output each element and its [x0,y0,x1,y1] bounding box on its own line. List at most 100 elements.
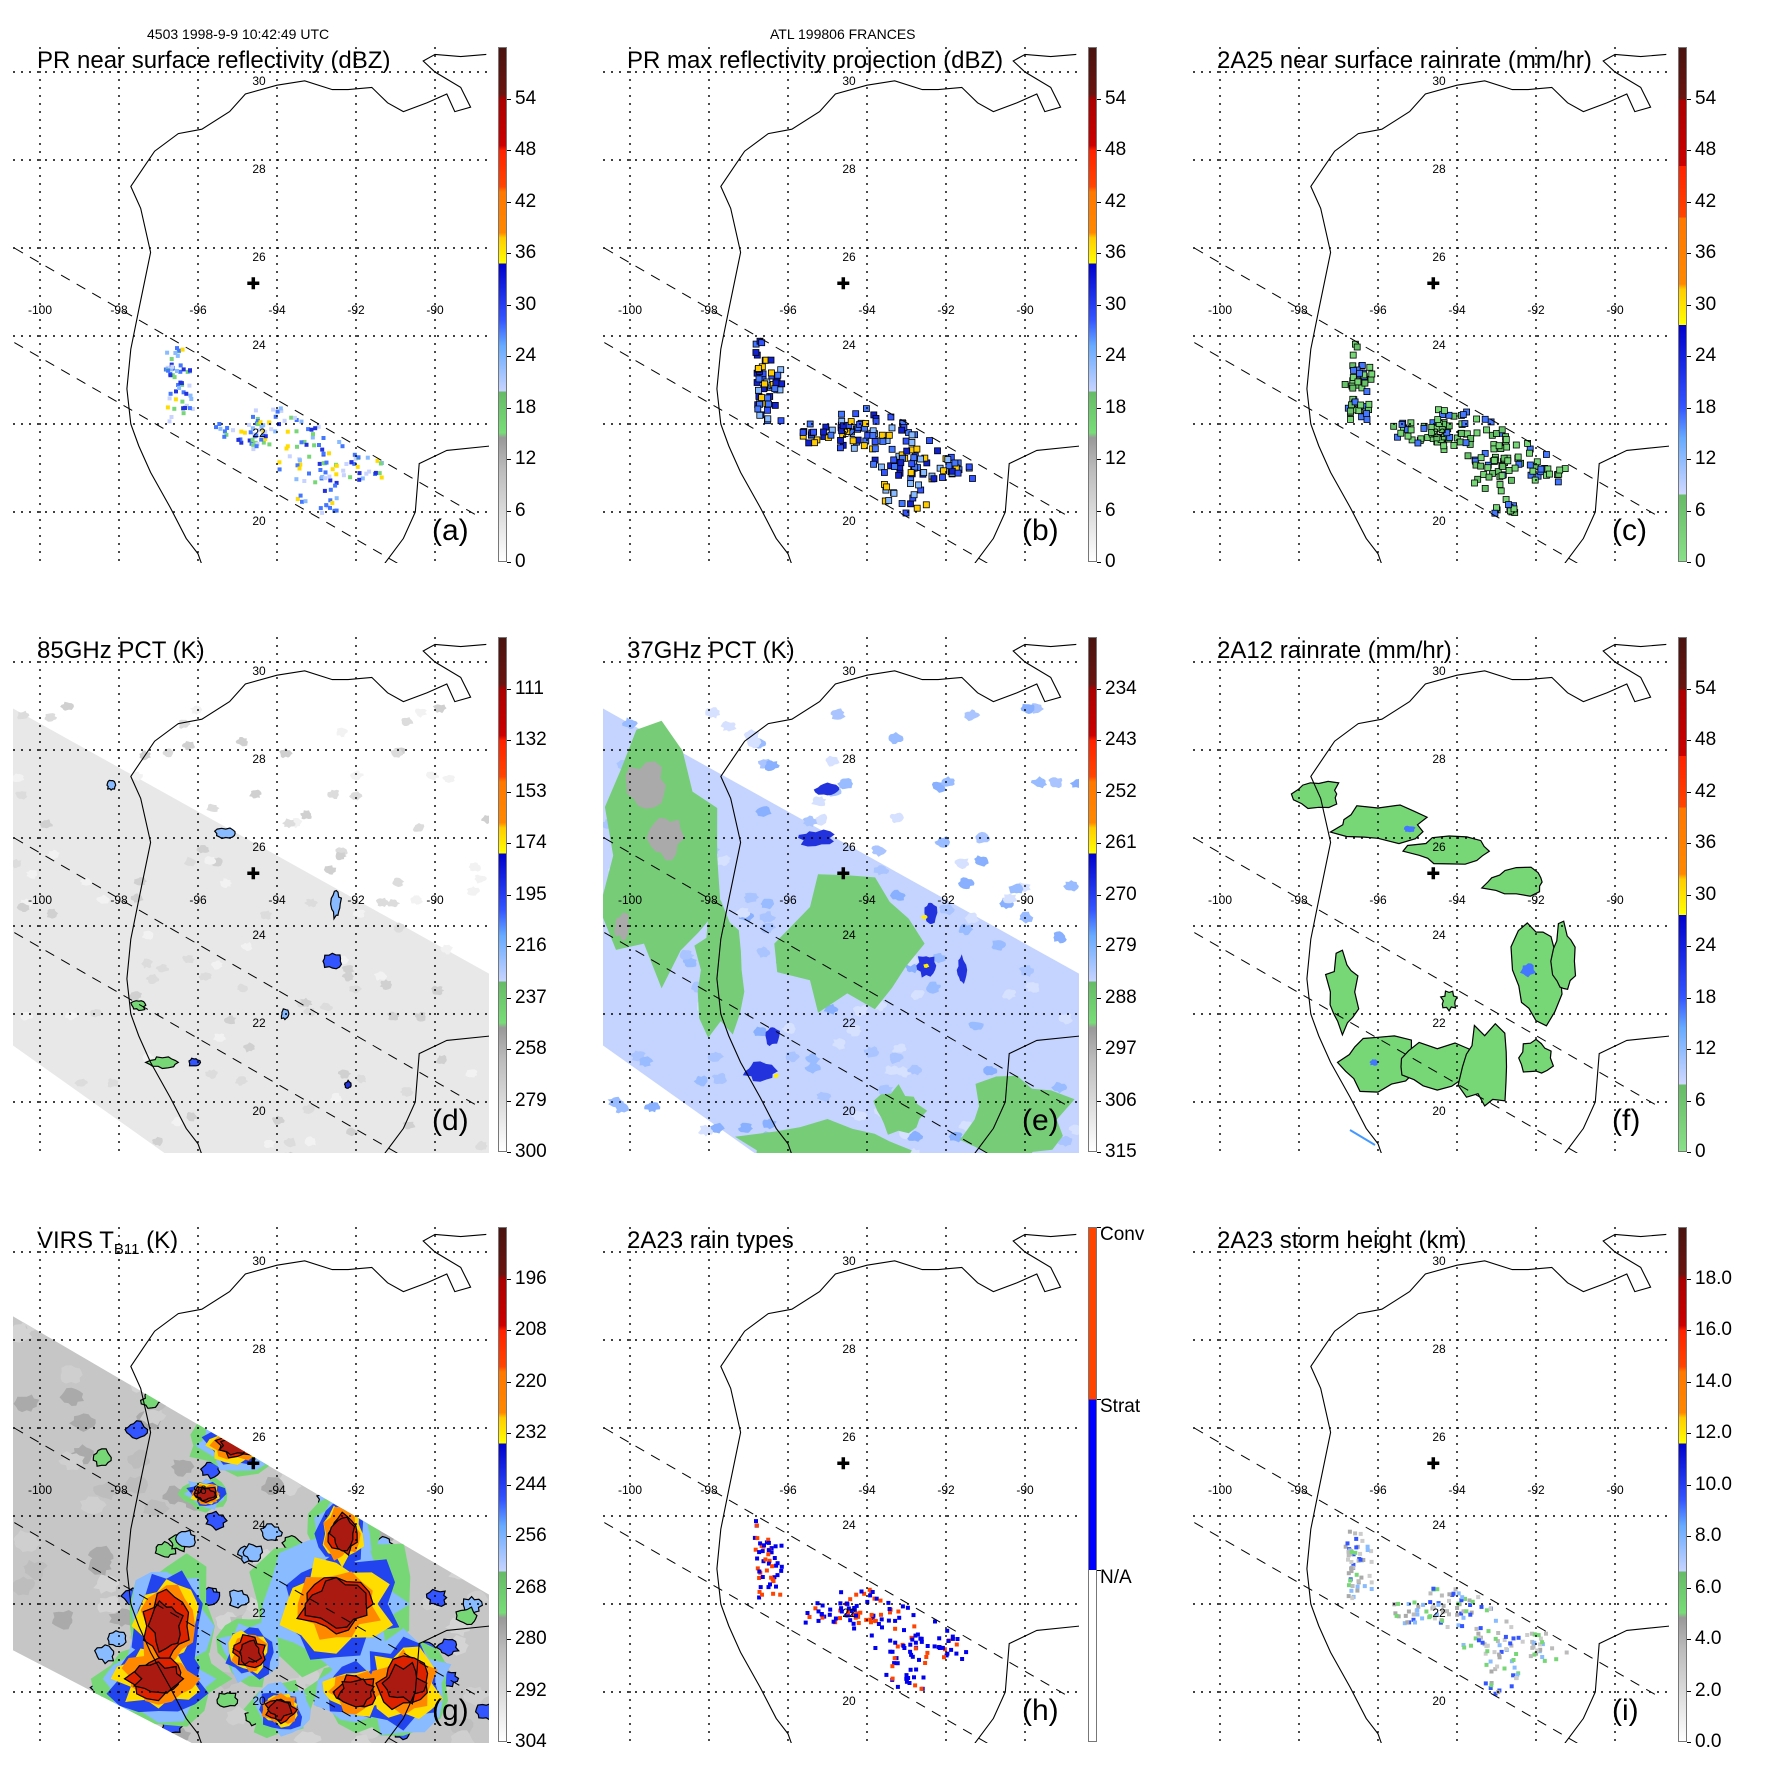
map-g: -100 -98 -96 -94 -92 -90 30 28 26 24 22 20 [13,1227,489,1743]
rain-pixel [1358,1557,1363,1562]
rain-pixel [255,419,260,423]
rain-pixel [1349,374,1357,381]
lon-label: -90 [1016,893,1034,907]
texture-cell [373,971,388,981]
colorbar-tick-label: 0 [1105,551,1116,572]
lat-label: 28 [252,752,266,766]
rain-pixel [267,420,272,425]
rain-pixel [1363,410,1371,418]
colorbar-tick [1097,1398,1101,1400]
colorbar-tick-label: 270 [1105,883,1137,905]
rain-pixel [1459,411,1467,419]
rain-pixel [294,418,299,422]
rain-pixel [779,1543,784,1548]
rain-pixel [1403,1613,1408,1618]
rain-pixel [373,470,378,475]
rain-pixel [868,1617,873,1622]
texture-cell [711,1072,728,1085]
rain-pixel [845,1601,849,1606]
precip-cell [813,782,840,796]
rain-pixel [334,480,339,485]
rain-pixel [913,1633,918,1638]
rain-pixel [275,409,280,414]
rain-pixel [895,1684,900,1689]
rain-pixel [254,433,259,438]
lat-label: 20 [842,514,856,528]
cloud-edge [376,1424,398,1445]
lat-label: 30 [1432,1254,1446,1268]
colorbar-tick [1097,1227,1101,1228]
texture-cell [327,789,340,799]
texture-cell [948,1131,963,1143]
rain-pixel [1421,1602,1426,1607]
rain-pixel [827,1612,832,1617]
lat-label: 24 [252,928,266,942]
colorbar-tick-label: 232 [515,1422,547,1443]
texture-cell [452,1162,464,1171]
rain-pixel [367,469,372,474]
texture-cell [415,1011,426,1022]
rain-pixel [1428,1591,1433,1596]
texture-cell [907,1130,924,1142]
rain-pixel [766,1585,771,1590]
panel-letter: (h) [1022,1694,1059,1727]
rain-pixel [1473,429,1481,437]
cloud-edge [242,1542,264,1562]
rain-pixel [1542,451,1550,458]
colorbar-tick [1097,1049,1101,1050]
texture-cell [958,877,975,890]
panel-title: PR max reflectivity projection (dBZ) [627,47,1004,74]
texture-cell [392,877,405,887]
rain-pixel [1495,442,1503,450]
rain-pixel [248,430,253,435]
rain-pixel [870,1616,875,1620]
texture-cell [206,803,220,812]
rain-pixel [316,424,321,429]
texture-cell [391,1400,417,1415]
texture-cell [283,1137,296,1148]
colorbar-tick-label: 6 [515,499,526,521]
texture-cell [975,831,991,844]
rain-pixel [908,1649,913,1654]
rain-pixel [920,469,928,477]
texture-cell [179,1392,203,1409]
lon-label: -96 [1369,893,1387,907]
rain-pixel [349,460,354,465]
rain-pixel [1463,1596,1467,1601]
rain-pixel [1502,1666,1507,1671]
rain-pixel [893,1618,898,1623]
texture-cell [873,865,890,876]
texture-cell [143,1499,170,1516]
texture-cell [350,1734,373,1743]
storm-center-cross-icon [837,277,850,290]
rain-pixel [892,1661,897,1666]
panel-g: -100 -98 -96 -94 -92 -90 30 28 26 24 22 20 VIRS TB11… [0,1180,590,1770]
colorbar-tick [507,304,511,306]
rain-pixel [1564,1650,1569,1655]
colorbar-tick [1687,1330,1691,1331]
texture-cell [1068,1124,1079,1136]
texture-cell [426,1532,453,1553]
swath-edge-line [14,1522,399,1743]
rain-pixel [903,447,911,455]
coastline-yucatan [1564,445,1669,563]
rain-pixel [828,1607,833,1612]
texture-cell [939,903,955,916]
rain-pixel [287,454,292,459]
rain-pixel [189,397,194,401]
texture-cell [71,1326,94,1347]
colorbar-tick-label: 18 [1695,986,1717,1008]
lat-label: 20 [252,1104,266,1118]
rain-pixel [964,1650,969,1655]
rain-pixel [309,427,314,432]
texture-cell [341,965,355,975]
texture-cell [398,1313,424,1331]
rain-pixel [758,1585,763,1590]
rain-pixel [1358,1551,1363,1556]
texture-cell [762,1118,777,1130]
colorbar-tick-label: 18.0 [1695,1267,1732,1289]
texture-cell [74,1078,88,1087]
texture-cell [759,911,776,923]
texture-cell [17,710,30,720]
rain-pixel [836,444,844,452]
